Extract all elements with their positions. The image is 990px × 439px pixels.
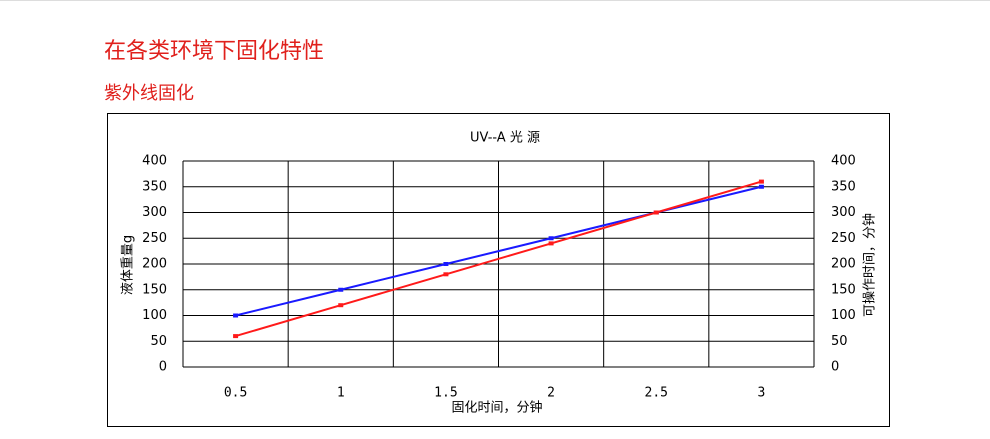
point-marker	[653, 210, 659, 215]
point-marker	[338, 303, 344, 308]
y-tick-label: 250	[142, 231, 167, 246]
x-tick-label: 1	[337, 386, 345, 401]
point-marker	[758, 184, 764, 189]
point-marker	[548, 241, 554, 246]
y-tick-label: 300	[142, 205, 167, 220]
point-marker	[548, 236, 554, 241]
y-tick-label: 50	[150, 334, 167, 349]
point-marker	[443, 272, 449, 277]
chart-title: UV--A 光 源	[470, 131, 540, 146]
point-marker	[758, 179, 764, 184]
y-tick-label: 400	[142, 154, 167, 169]
top-rule	[0, 0, 990, 1]
y2-tick-label: 300	[831, 205, 856, 220]
y2-tick-label: 150	[831, 282, 856, 297]
y2-tick-label: 200	[831, 257, 856, 272]
y2-tick-label: 350	[831, 179, 856, 194]
y-tick-label: 200	[142, 257, 167, 272]
x-tick-label: 0.5	[224, 386, 247, 401]
point-marker	[443, 262, 449, 266]
y-tick-label: 100	[142, 308, 167, 323]
y2-tick-label: 100	[831, 308, 856, 323]
y2-tick-label: 0	[831, 360, 839, 375]
y-tick-label: 150	[142, 282, 167, 297]
x-tick-label: 1.5	[434, 386, 457, 401]
y-tick-label: 0	[159, 360, 167, 375]
y2-tick-label: 250	[831, 231, 856, 246]
y-tick-label: 350	[142, 179, 167, 194]
subheading: 紫外线固化	[104, 83, 194, 104]
y2-axis-title: 可操作时间，分钟	[862, 213, 878, 317]
x-tick-label: 2.5	[645, 386, 668, 401]
y2-tick-label: 400	[831, 154, 856, 169]
series-line	[235, 180, 762, 338]
x-tick-label: 3	[758, 386, 766, 401]
point-marker	[233, 334, 239, 339]
point-marker	[338, 287, 344, 292]
y-axis-title: 液体重量g	[120, 235, 136, 295]
point-marker	[233, 313, 239, 318]
heading: 在各类环境下固化特性	[104, 39, 325, 64]
x-axis-title: 固化时间，分钟	[451, 400, 542, 416]
y2-tick-label: 50	[831, 334, 848, 349]
x-tick-label: 2	[547, 386, 555, 401]
